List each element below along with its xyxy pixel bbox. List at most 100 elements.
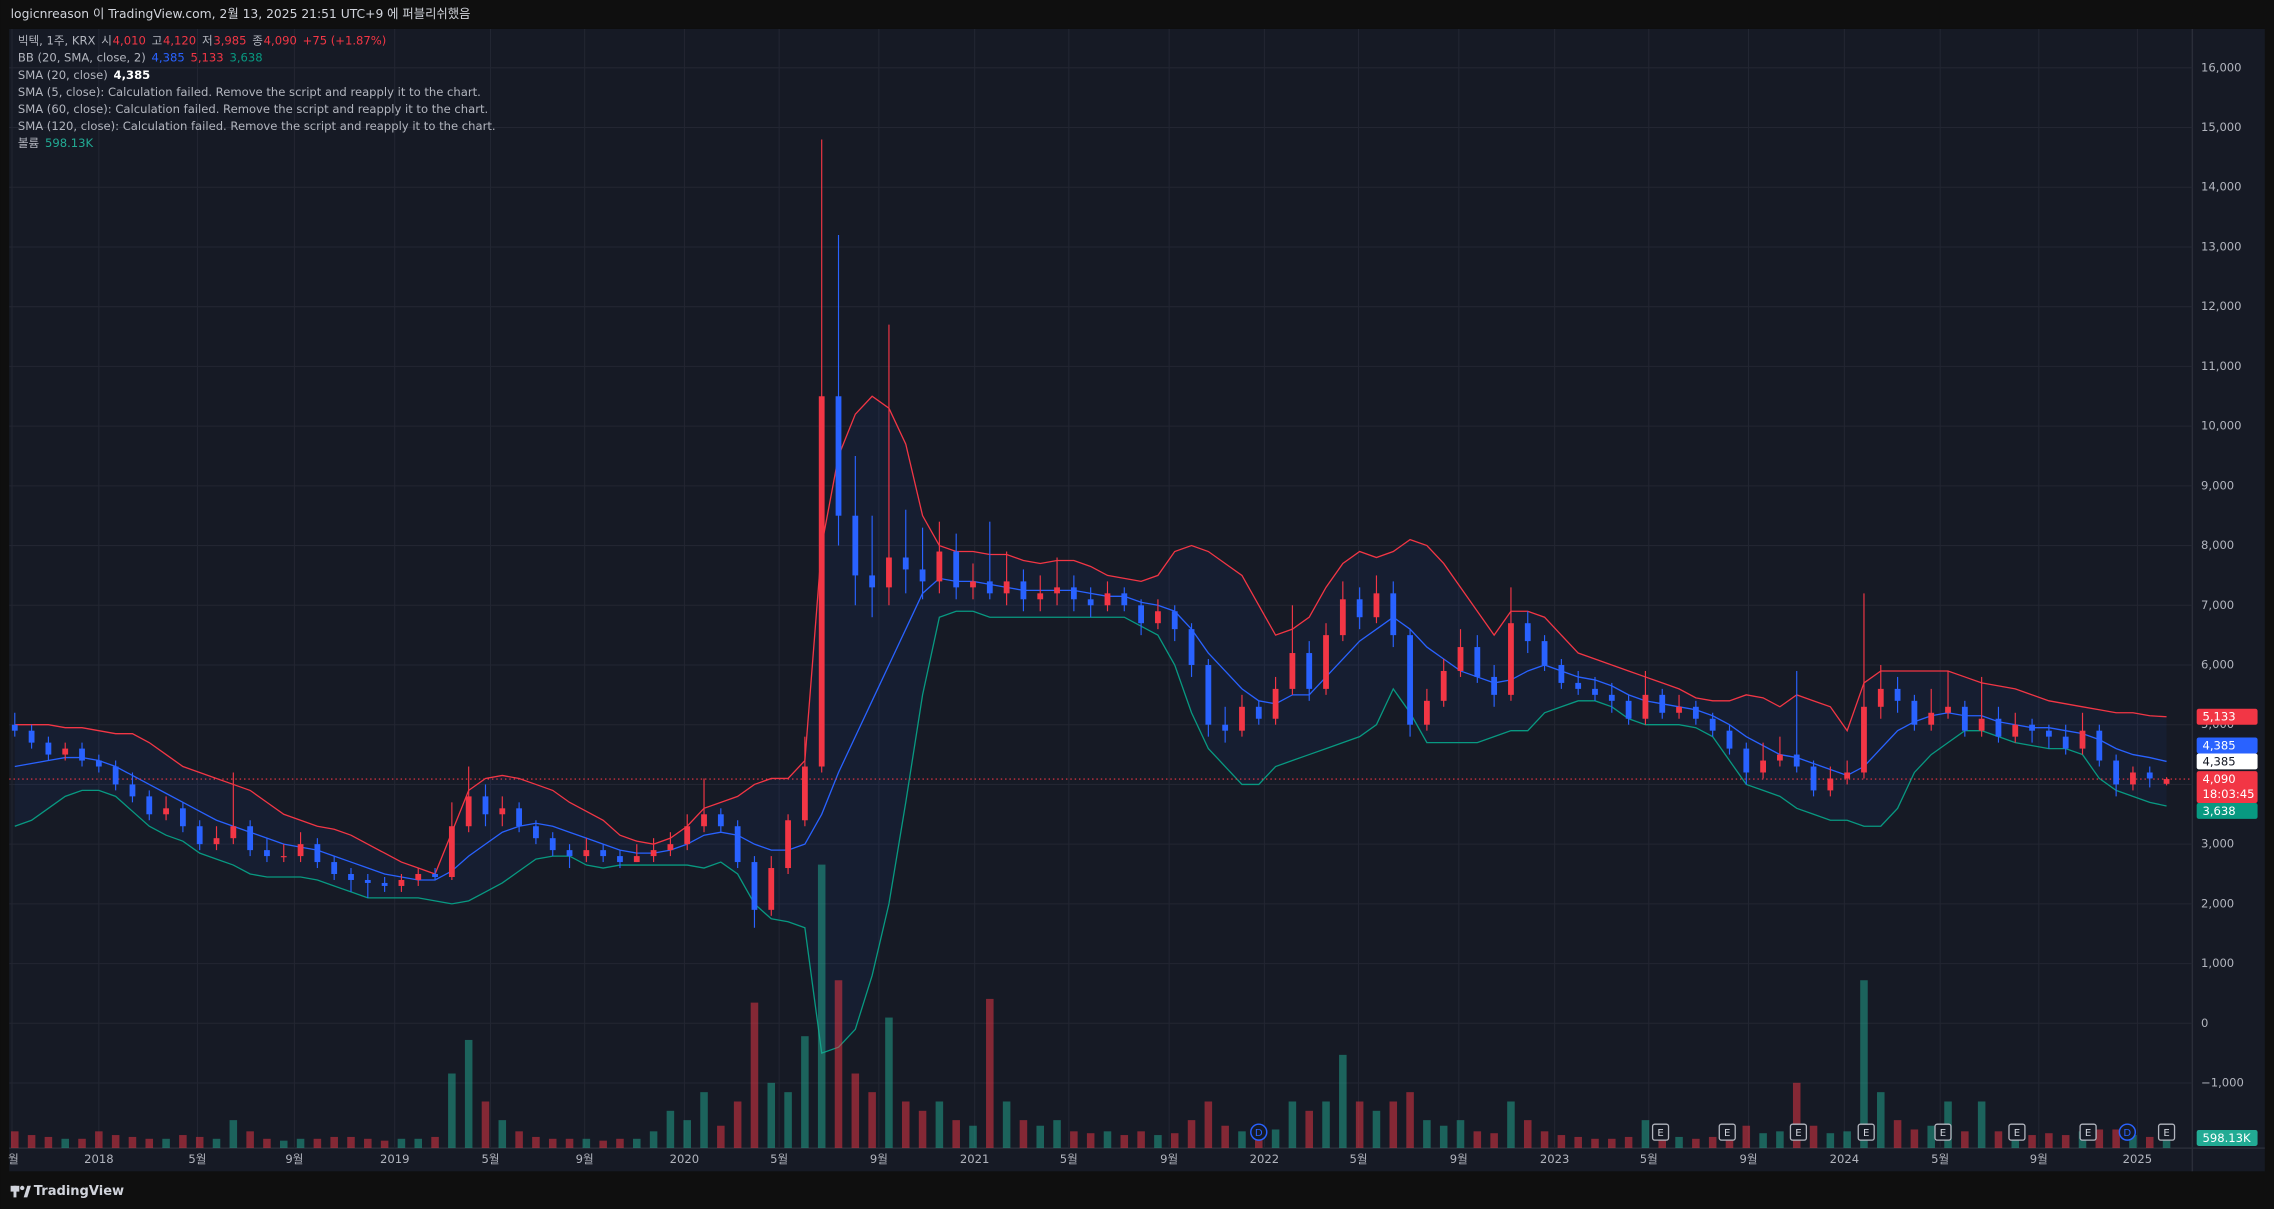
candle-body — [1104, 593, 1111, 606]
candle-body — [45, 742, 52, 755]
volume-bar — [633, 1138, 641, 1149]
volume-bar — [548, 1138, 557, 1149]
legend-item: 고 — [152, 33, 163, 47]
volume-bar — [1759, 1133, 1767, 1149]
candle-body — [264, 850, 270, 857]
candle-body — [398, 879, 405, 886]
x-tick-label: 2019 — [380, 1152, 409, 1166]
volume-bar — [1019, 1120, 1028, 1149]
volume-bar — [1170, 1133, 1179, 1149]
candle-body — [364, 879, 371, 883]
event-box — [2157, 1123, 2176, 1141]
candle-body — [28, 730, 35, 743]
legend-item: 598.13K — [45, 136, 94, 150]
candle-body — [1423, 700, 1430, 725]
volume-bar — [229, 1120, 238, 1149]
y-tick-label: 10,000 — [2201, 419, 2242, 433]
volume-bar — [44, 1136, 53, 1149]
legend-item: 4,385 — [152, 50, 185, 64]
bb-fill — [14, 396, 2167, 1054]
y-tick-label: 6,000 — [2201, 657, 2234, 671]
event-box — [2008, 1123, 2026, 1141]
plot-area — [9, 28, 2193, 1149]
candle-body — [566, 850, 573, 857]
volume-bar — [1658, 1135, 1667, 1149]
volume-bar — [78, 1138, 86, 1149]
legend-row: 빅텍, 1주, KRX 시4,010 고4,120 저3,985 종4,090 +75 (… — [18, 33, 386, 47]
volume-bar — [364, 1138, 372, 1149]
event-marker: D — [1250, 1123, 1268, 1141]
volume-bar — [1608, 1138, 1616, 1149]
candle-body — [835, 396, 842, 516]
candle-body — [1222, 724, 1229, 731]
candle-body — [902, 557, 909, 570]
x-tick-label: 9월 — [1740, 1152, 1758, 1166]
volume-bar — [1288, 1101, 1297, 1149]
volume-bar — [313, 1138, 322, 1149]
price-label-bg — [2196, 708, 2258, 725]
x-tick-label: 5월 — [482, 1152, 500, 1166]
volume-bar — [195, 1136, 204, 1149]
volume-bar — [1977, 1101, 1986, 1149]
volume-bar — [111, 1135, 120, 1149]
volume-bar — [296, 1138, 305, 1149]
volume-bar — [1070, 1131, 1078, 1149]
candle-body — [1087, 599, 1094, 606]
candle-body — [919, 569, 926, 582]
candle-body — [11, 724, 18, 731]
candle-body — [1592, 688, 1598, 695]
volume-bar — [1641, 1120, 1650, 1149]
x-tick-label: 2023 — [1540, 1152, 1569, 1166]
candle-body — [314, 844, 321, 863]
candle-body — [1726, 730, 1733, 749]
volume-bar — [1036, 1125, 1045, 1149]
volume-bar — [801, 1036, 809, 1149]
candle-body — [1676, 706, 1682, 713]
volume-bar — [464, 1039, 473, 1149]
candle-body — [2096, 730, 2103, 761]
volume-bar — [784, 1092, 792, 1149]
x-tick-label: 5월 — [1640, 1152, 1658, 1166]
volume-bar — [1624, 1136, 1633, 1149]
volume-bar — [1322, 1101, 1330, 1149]
candle-body — [2146, 772, 2153, 779]
price-countdown: 18:03:45 — [2202, 787, 2254, 801]
candle-body — [1995, 718, 2002, 737]
candle-body — [650, 850, 657, 857]
volume-bar — [1523, 1120, 1532, 1149]
volume-bar — [1574, 1136, 1582, 1149]
legend-item: 4,090 — [264, 33, 297, 47]
candle-body — [1692, 706, 1699, 719]
candle-body — [1760, 760, 1767, 773]
candle-body — [953, 551, 960, 588]
candle-body — [2045, 730, 2052, 737]
candle-body — [179, 808, 186, 827]
candle-body — [448, 826, 455, 877]
volume-bar — [1994, 1131, 2003, 1149]
volume-bar — [1591, 1138, 1599, 1149]
candle-body — [1743, 748, 1750, 773]
volume-bar — [1877, 1092, 1885, 1149]
candle-body — [1961, 706, 1968, 731]
candle-body — [717, 814, 724, 827]
candle-body — [1541, 641, 1548, 665]
volume-bar — [1910, 1129, 1919, 1149]
candle-body — [465, 796, 472, 827]
price-label-bg — [2196, 771, 2258, 803]
volume-bar — [1002, 1101, 1011, 1149]
candle-body — [1003, 581, 1010, 594]
y-tick-label: 16,000 — [2201, 60, 2242, 74]
volume-bar — [1305, 1110, 1313, 1149]
event-box — [1857, 1123, 1875, 1141]
candle-body — [432, 874, 438, 877]
candle-body — [1070, 587, 1077, 600]
price-label: 4,090 — [2202, 772, 2235, 786]
volume-bar — [986, 998, 994, 1149]
x-tick-label: 2022 — [1250, 1152, 1279, 1166]
candle-body — [1306, 653, 1313, 689]
candle-body — [230, 826, 237, 839]
candle-body — [213, 838, 220, 845]
event-box — [1934, 1123, 1952, 1141]
volume-bar — [1860, 980, 1868, 1149]
